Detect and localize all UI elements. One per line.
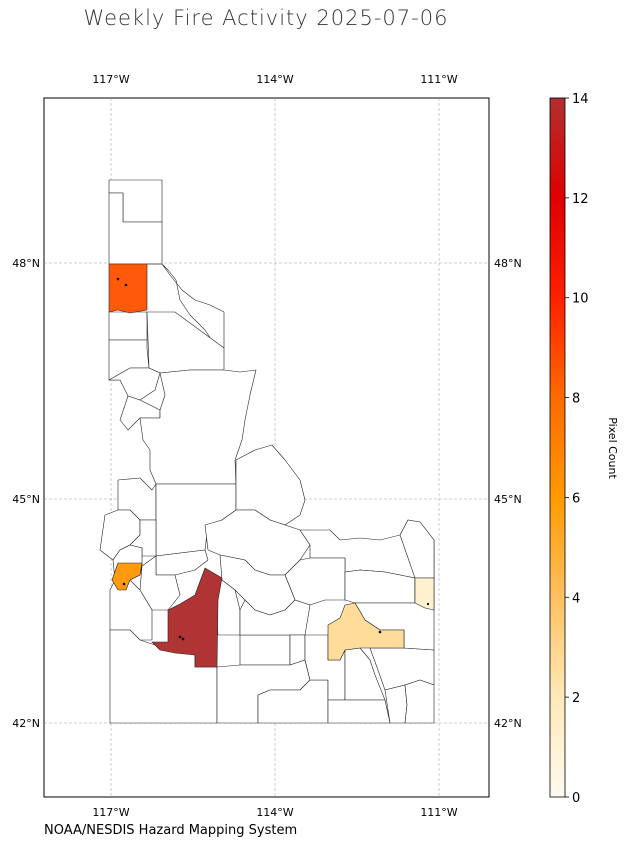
county-oneida [327, 699, 391, 724]
colorbar-tick-label: 0 [572, 791, 580, 806]
fire-point [124, 283, 128, 287]
county-gooding [239, 634, 291, 666]
lat-ticks-right: 48°N 45°N 42°N [494, 257, 522, 730]
lat-tick-label: 42°N [12, 717, 40, 730]
colorbar-tick-label: 2 [572, 691, 580, 706]
county-layer [99, 179, 435, 724]
colorbar-tick-label: 6 [572, 491, 580, 506]
lat-tick-label: 48°N [12, 257, 40, 270]
lon-tick-label: 117°W [92, 73, 129, 86]
lon-tick-label: 117°W [92, 806, 129, 819]
colorbar-tick-label: 12 [572, 192, 589, 207]
lat-tick-label: 45°N [494, 493, 522, 506]
lat-tick-label: 42°N [494, 717, 522, 730]
source-note: NOAA/NESDIS Hazard Mapping System [44, 823, 298, 838]
lon-ticks-bottom: 117°W 114°W 111°W [92, 806, 457, 819]
lat-ticks-left: 48°N 45°N 42°N [12, 257, 40, 730]
lon-tick-label: 111°W [420, 73, 457, 86]
lon-tick-label: 114°W [256, 73, 293, 86]
county-benewah [108, 311, 148, 341]
fire-county-kootenai [108, 263, 148, 314]
colorbar-ticks: 0 2 4 6 8 10 12 14 [565, 92, 589, 806]
fire-points [116, 277, 430, 641]
colorbar-tick-label: 8 [572, 392, 580, 407]
fire-point [122, 582, 126, 586]
lat-tick-label: 45°N [12, 493, 40, 506]
colorbar-tick-label: 10 [572, 292, 589, 307]
fire-county-elmore [151, 567, 223, 668]
lon-tick-label: 111°W [420, 806, 457, 819]
county-nezperce [108, 367, 161, 401]
fire-point [426, 602, 430, 606]
lat-tick-label: 48°N [494, 257, 522, 270]
fire-county-bingham [327, 602, 405, 661]
map-title: Weekly Fire Activity 2025-07-06 [83, 6, 449, 30]
county-lincoln [239, 599, 311, 636]
fire-point [116, 277, 120, 281]
fire-layer [108, 263, 435, 668]
fire-point [181, 637, 185, 641]
fire-county-teton [414, 577, 435, 611]
lon-tick-label: 114°W [256, 806, 293, 819]
fire-point [378, 630, 382, 634]
lon-ticks-top: 117°W 114°W 111°W [92, 73, 457, 86]
fire-point [178, 635, 182, 639]
county-bearlake [404, 679, 435, 724]
colorbar [549, 97, 566, 798]
colorbar-label: Pixel Count [606, 417, 619, 479]
fire-county-payette [111, 562, 143, 591]
colorbar-tick-label: 14 [572, 92, 589, 107]
colorbar-tick-label: 4 [572, 591, 580, 606]
